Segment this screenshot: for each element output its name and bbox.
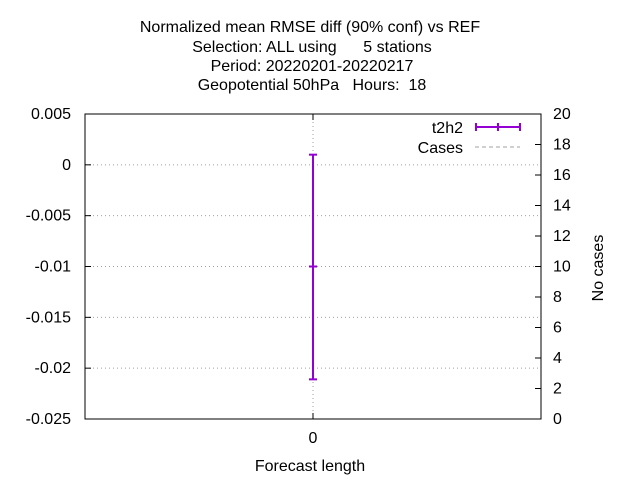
y-tick-label: -0.01	[35, 259, 72, 276]
x-tick-label: 0	[309, 430, 318, 447]
x-axis-label: Forecast length	[255, 458, 365, 475]
y2-tick-label: 2	[553, 381, 562, 398]
y2-tick-label: 20	[553, 106, 571, 123]
plot-frame	[84, 113, 542, 420]
y2-tick-label: 14	[553, 198, 571, 215]
y-tick-label: -0.015	[26, 309, 71, 326]
y-tick-label: 0	[62, 157, 71, 174]
y2-axis: 0 2 4 6 8 10 12 14 16 18 20	[535, 106, 571, 428]
y-tick-label: 0.005	[31, 106, 71, 123]
title-line-4: Geopotential 50hPa Hours: 18	[198, 77, 427, 94]
legend-label-cases: Cases	[418, 140, 463, 157]
title-line-1: Normalized mean RMSE diff (90% conf) vs …	[140, 19, 480, 36]
chart-title: Normalized mean RMSE diff (90% conf) vs …	[140, 19, 480, 94]
y2-tick-label: 0	[553, 411, 562, 428]
y-axis: 0.005 0 -0.005 -0.01 -0.015 -0.02 -0.025	[26, 106, 91, 428]
legend: t2h2 Cases	[418, 120, 521, 157]
legend-label-t2h2: t2h2	[432, 120, 463, 137]
y2-tick-label: 10	[553, 259, 571, 276]
legend-swatch-t2h2	[475, 123, 521, 131]
y2-tick-label: 4	[553, 350, 562, 367]
y-tick-label: -0.005	[26, 208, 71, 225]
series-layer	[309, 153, 317, 381]
y2-tick-label: 12	[553, 228, 571, 245]
y2-tick-label: 6	[553, 320, 562, 337]
title-line-2: Selection: ALL using 5 stations	[192, 39, 432, 56]
errorbar-t2h2	[309, 153, 317, 381]
y-tick-label: -0.025	[26, 411, 71, 428]
title-line-3: Period: 20220201-20220217	[211, 58, 414, 75]
x-axis: 0	[309, 114, 318, 447]
y2-tick-label: 18	[553, 137, 571, 154]
y2-tick-label: 16	[553, 167, 571, 184]
y-tick-label: -0.02	[35, 360, 72, 377]
y2-tick-label: 8	[553, 289, 562, 306]
y2-axis-label: No cases	[590, 235, 607, 302]
